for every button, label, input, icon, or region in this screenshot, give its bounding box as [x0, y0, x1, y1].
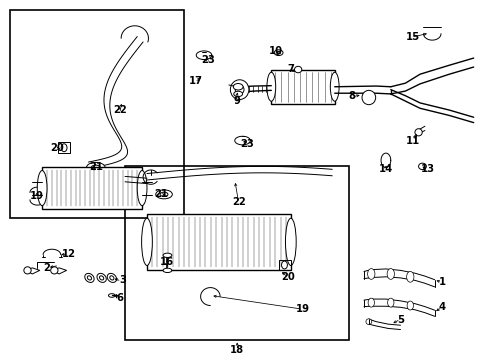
Text: 21: 21: [154, 189, 168, 199]
Ellipse shape: [235, 85, 244, 94]
Bar: [271, 70, 334, 104]
Text: 17: 17: [188, 76, 203, 86]
Ellipse shape: [274, 50, 283, 55]
Text: 21: 21: [89, 162, 102, 172]
Ellipse shape: [365, 319, 371, 324]
Ellipse shape: [61, 144, 67, 152]
Ellipse shape: [100, 276, 103, 280]
Ellipse shape: [294, 66, 301, 73]
Text: 3: 3: [119, 275, 126, 285]
Text: 2: 2: [43, 263, 50, 273]
Ellipse shape: [37, 171, 47, 206]
Ellipse shape: [97, 273, 106, 282]
Ellipse shape: [387, 298, 393, 307]
Ellipse shape: [406, 271, 413, 282]
Text: 14: 14: [378, 164, 392, 174]
Ellipse shape: [142, 218, 152, 265]
Text: 12: 12: [62, 248, 76, 258]
Bar: [278, 260, 290, 270]
Text: 1: 1: [438, 277, 445, 287]
Ellipse shape: [266, 72, 275, 101]
Ellipse shape: [414, 129, 421, 136]
Bar: [42, 167, 142, 209]
Ellipse shape: [330, 72, 338, 101]
Ellipse shape: [163, 253, 171, 257]
Ellipse shape: [407, 301, 413, 310]
Ellipse shape: [137, 171, 147, 206]
Text: 23: 23: [201, 55, 214, 65]
Ellipse shape: [84, 273, 94, 282]
Ellipse shape: [386, 269, 394, 279]
Ellipse shape: [233, 91, 242, 96]
Text: 19: 19: [30, 191, 44, 201]
Ellipse shape: [367, 298, 374, 307]
Ellipse shape: [285, 218, 296, 265]
Text: 20: 20: [50, 143, 63, 153]
Text: 7: 7: [287, 64, 294, 74]
Text: 9: 9: [233, 96, 240, 106]
Ellipse shape: [361, 90, 375, 105]
Ellipse shape: [87, 276, 91, 280]
Bar: [58, 142, 70, 153]
Text: 15: 15: [405, 32, 419, 41]
Ellipse shape: [230, 80, 248, 99]
Text: 20: 20: [281, 272, 295, 282]
Text: 10: 10: [269, 46, 283, 56]
Ellipse shape: [418, 163, 426, 170]
Ellipse shape: [281, 261, 287, 269]
Ellipse shape: [107, 273, 116, 282]
Text: 18: 18: [230, 345, 244, 355]
Ellipse shape: [367, 269, 374, 279]
Text: 13: 13: [420, 164, 433, 174]
Text: 16: 16: [159, 257, 173, 267]
Bar: [125, 166, 348, 339]
Bar: [147, 214, 290, 270]
Text: 11: 11: [405, 136, 419, 145]
Ellipse shape: [86, 162, 105, 172]
Bar: [10, 10, 183, 218]
Ellipse shape: [156, 190, 172, 199]
Text: 19: 19: [295, 304, 309, 314]
Text: 5: 5: [396, 315, 403, 325]
Ellipse shape: [108, 294, 115, 297]
Ellipse shape: [163, 268, 171, 273]
Ellipse shape: [160, 192, 167, 197]
Text: 8: 8: [347, 91, 355, 101]
Text: 23: 23: [240, 139, 253, 149]
Ellipse shape: [276, 51, 280, 54]
Text: 22: 22: [113, 105, 127, 115]
Ellipse shape: [233, 84, 243, 90]
Ellipse shape: [91, 165, 100, 170]
Text: 6: 6: [117, 293, 123, 303]
Ellipse shape: [24, 267, 31, 274]
Ellipse shape: [51, 267, 58, 274]
Ellipse shape: [110, 276, 114, 280]
Text: 4: 4: [438, 302, 445, 312]
Text: 22: 22: [232, 197, 246, 207]
